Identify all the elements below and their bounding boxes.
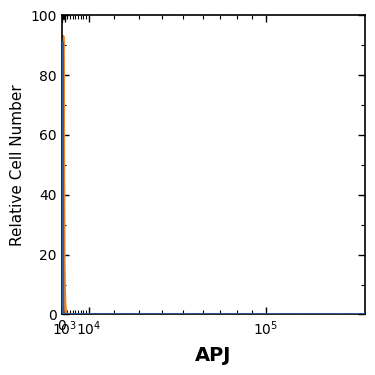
Y-axis label: Relative Cell Number: Relative Cell Number bbox=[10, 84, 25, 246]
X-axis label: APJ: APJ bbox=[195, 346, 232, 365]
